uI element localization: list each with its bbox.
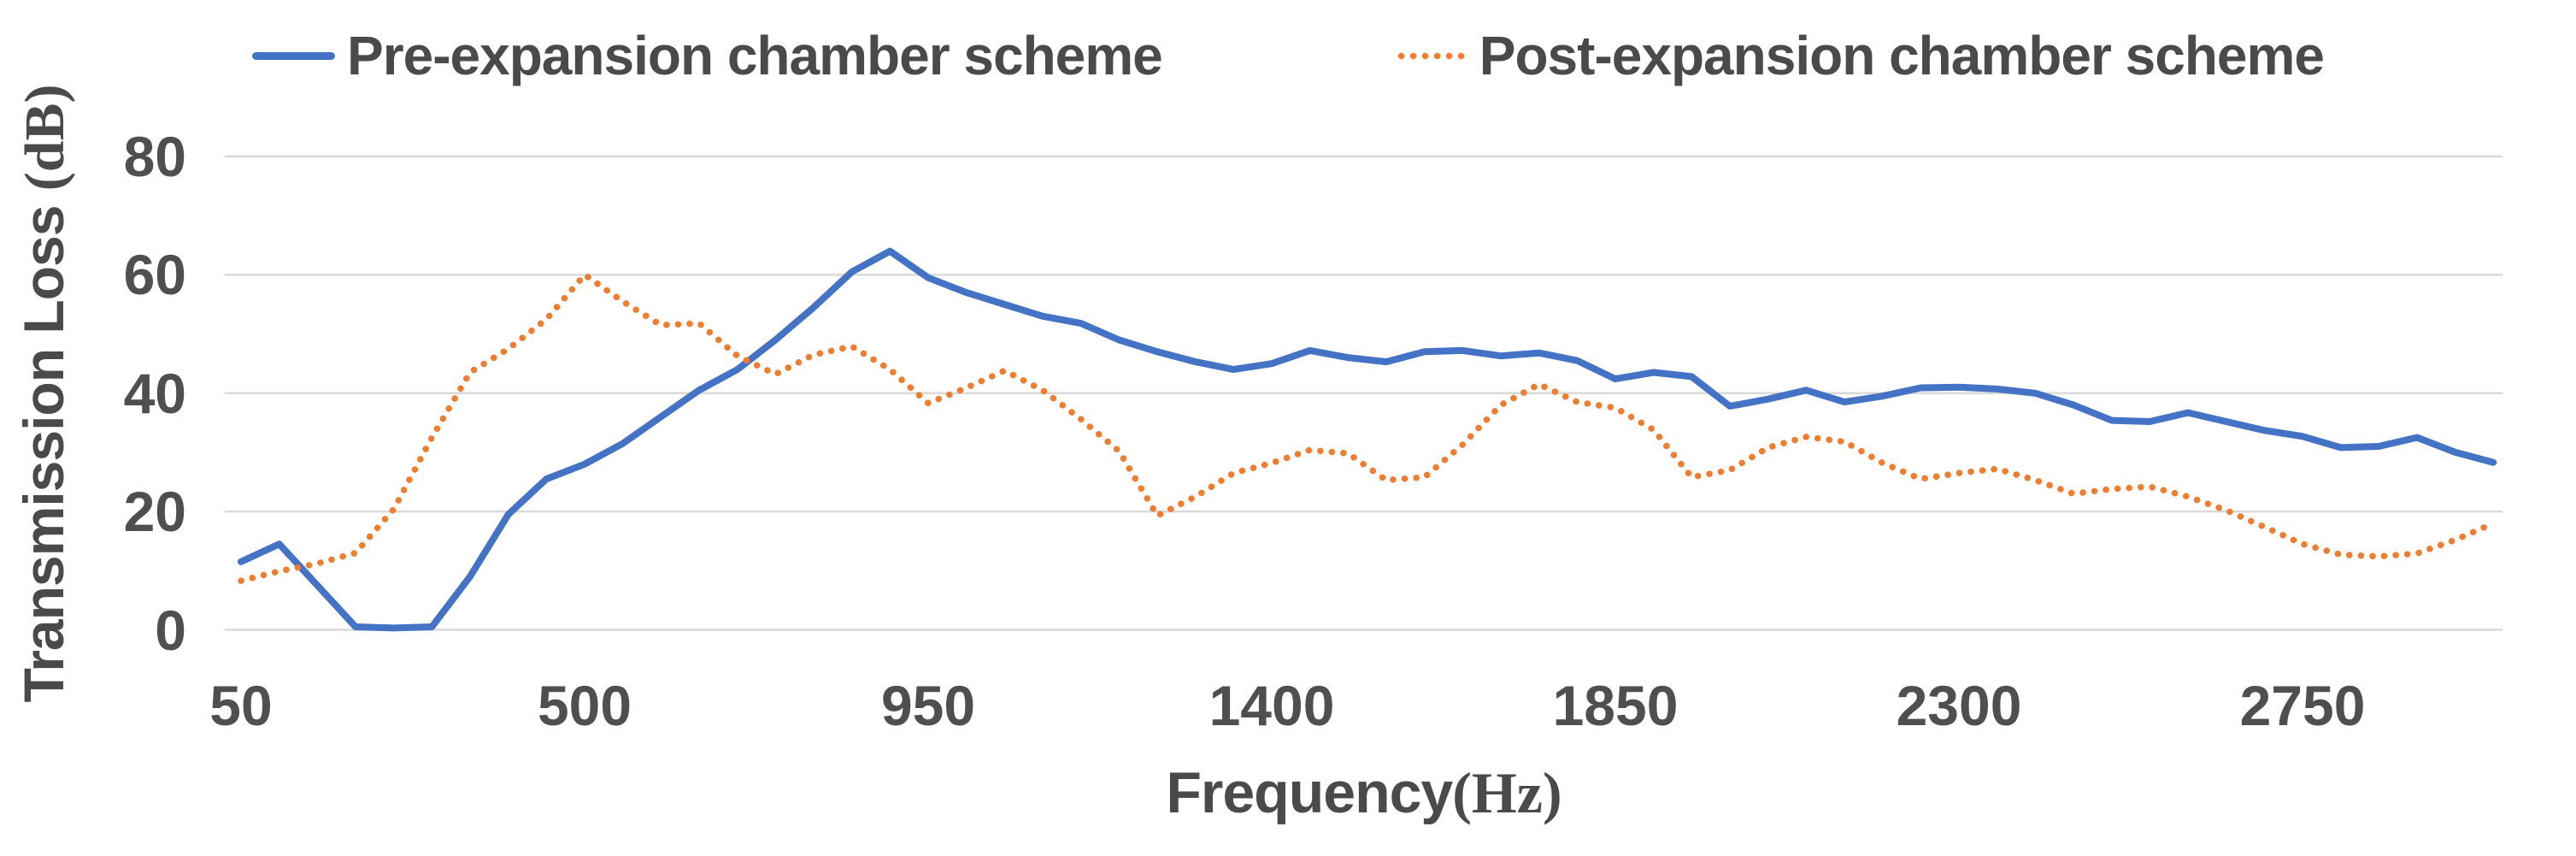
x-tick-label-950: 950 bbox=[880, 674, 976, 737]
y-tick-label-80: 80 bbox=[123, 125, 186, 188]
post-expansion-line bbox=[238, 271, 2497, 584]
x-tick-label-500: 500 bbox=[537, 674, 632, 737]
x-tick-label-1850: 1850 bbox=[1552, 674, 1679, 737]
x-tick-label-1400: 1400 bbox=[1209, 674, 1335, 737]
x-axis-title-unit: (Hz) bbox=[1452, 760, 1562, 825]
x-axis-title-text: Frequency bbox=[1166, 760, 1453, 825]
x-tick-label-2300: 2300 bbox=[1896, 674, 2022, 737]
y-tick-label-40: 40 bbox=[123, 361, 186, 425]
pre-expansion-line bbox=[238, 247, 2497, 632]
y-tick-label-60: 60 bbox=[123, 243, 186, 307]
gridlines bbox=[225, 155, 2502, 631]
x-tick-label-2750: 2750 bbox=[2239, 674, 2366, 737]
x-tick-label-50: 50 bbox=[209, 674, 273, 737]
x-axis-title: Frequency(Hz) bbox=[1166, 759, 1561, 827]
y-tick-label-0: 0 bbox=[155, 598, 186, 662]
y-tick-label-20: 20 bbox=[123, 480, 186, 544]
